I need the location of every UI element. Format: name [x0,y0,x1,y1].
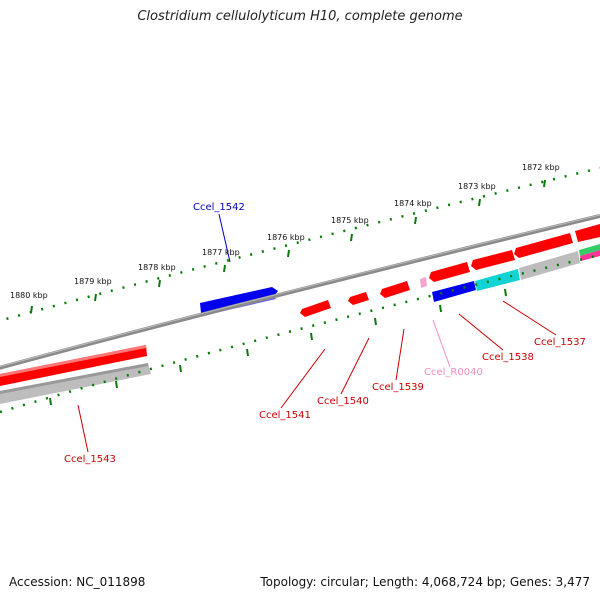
leader-ccel-r0040 [432,319,451,368]
gene-ccel-r0040[interactable] [420,277,427,288]
gene-reverse[interactable] [519,251,580,280]
label-ccel-r0040[interactable]: Ccel_R0040 [424,367,483,378]
gene-forward[interactable] [514,233,573,258]
inner-tick [179,364,182,373]
accession-text: Accession: NC_011898 [9,575,146,589]
gene-forward[interactable] [575,224,600,242]
inner-tick [310,332,313,341]
inner-tick [115,380,118,389]
gene-forward[interactable] [429,262,470,282]
gene-ccel-1540[interactable] [348,292,369,305]
inner-tick [374,317,377,326]
gene-cyan[interactable] [475,269,520,291]
label-leaders [77,213,557,453]
major-tick [30,305,33,314]
leader-ccel-1538 [458,313,504,351]
forward-genes [0,224,600,386]
gene-labels: Ccel_1542 Ccel_1543 Ccel_1541 Ccel_1540 … [64,202,586,465]
inner-tick [504,288,507,297]
label-ccel-1539[interactable]: Ccel_1539 [372,382,424,393]
label-ccel-1542[interactable]: Ccel_1542 [193,202,245,213]
gene-reverse[interactable] [0,363,151,404]
inner-tick [49,397,52,406]
reverse-genes [0,244,600,404]
gene-forward[interactable] [471,250,515,270]
outer-scale-track: 1880 kbp 1879 kbp 1878 kbp 1877 kbp 1876… [0,163,600,322]
major-tick [94,293,97,302]
leader-ccel-1537 [502,300,557,336]
scale-label: 1878 kbp [138,263,176,272]
label-ccel-1538[interactable]: Ccel_1538 [482,352,534,363]
inner-tick [246,348,249,357]
major-tick [158,279,161,288]
major-tick [414,216,417,225]
gene-magenta[interactable] [580,250,600,261]
genome-backbone [0,214,600,370]
gene-ccel-1538-blue[interactable] [432,281,476,302]
gene-ccel-1542[interactable] [200,287,278,313]
scale-label: 1877 kbp [202,248,240,257]
gene-shade [0,363,148,394]
gene-highlight [0,345,146,377]
scale-label: 1876 kbp [267,233,305,242]
label-ccel-1541[interactable]: Ccel_1541 [259,410,311,421]
scale-label: 1879 kbp [74,277,112,286]
leader-ccel-1540 [340,337,370,395]
gene-green[interactable] [579,244,600,256]
scale-label: 1875 kbp [331,216,369,225]
major-tick [543,179,546,188]
inner-tick [439,304,442,313]
major-tick [478,198,481,207]
genome-backbone-highlight [0,214,600,368]
leader-ccel-1539 [395,328,405,381]
inner-major-ticks [49,288,507,406]
leader-ccel-1541 [280,348,326,409]
label-ccel-1537[interactable]: Ccel_1537 [534,337,586,348]
gene-ccel-1539[interactable] [380,281,410,298]
scale-label: 1873 kbp [458,182,496,191]
topology-text: Topology: circular; Length: 4,068,724 bp… [260,575,590,589]
scale-label: 1874 kbp [394,199,432,208]
label-ccel-1540[interactable]: Ccel_1540 [317,396,369,407]
leader-ccel-1542 [218,213,231,263]
major-tick [287,249,290,258]
label-ccel-1543[interactable]: Ccel_1543 [64,454,116,465]
outer-scale-dots [0,166,600,322]
major-tick [350,233,353,242]
genome-title: Clostridium cellulolyticum H10, complete… [137,9,463,24]
scale-label: 1880 kbp [10,291,48,300]
gene-ccel-1541[interactable] [300,300,331,317]
leader-ccel-1543 [77,404,89,453]
gene-ccel-1543[interactable] [0,345,147,386]
scale-label: 1872 kbp [522,163,560,172]
major-tick [223,264,226,273]
